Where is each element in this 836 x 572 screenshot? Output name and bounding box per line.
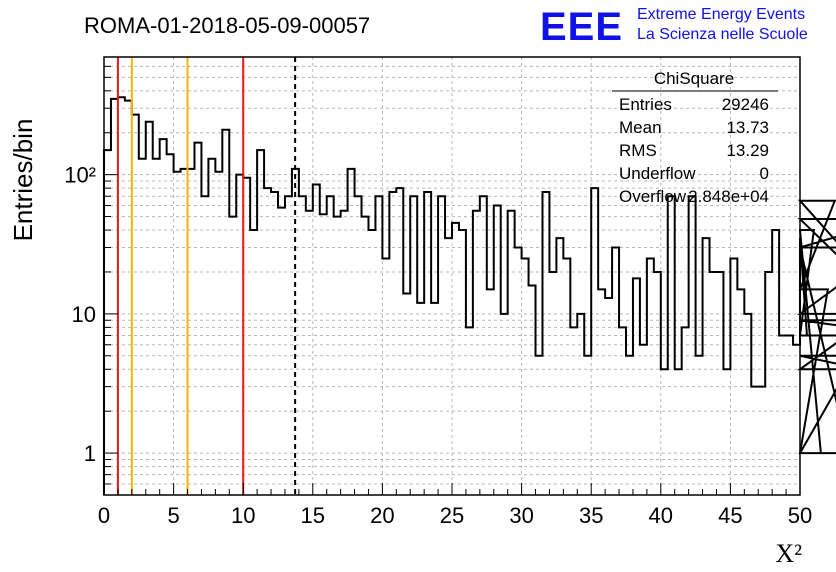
chart-title: ROMA-01-2018-05-09-00057	[84, 13, 370, 38]
logo-line1: Extreme Energy Events	[637, 6, 805, 23]
x-tick-label: 35	[579, 503, 603, 528]
stats-value-overflow: 2.848e+04	[688, 187, 769, 206]
x-tick-label: 5	[167, 503, 179, 528]
logo-line2: La Scienza nelle Scuole	[637, 26, 808, 43]
x-tick-label: 30	[509, 503, 533, 528]
stats-box: ChiSquare Entries 29246 Mean 13.73 RMS 1…	[612, 69, 778, 206]
y-tick-label: 10	[72, 302, 96, 327]
y-tick-label: 10²	[64, 163, 96, 188]
stats-value-entries: 29246	[722, 95, 769, 114]
marker-lines-layer	[116, 57, 297, 495]
x-tick-label: 10	[231, 503, 255, 528]
x-tick-label: 0	[98, 503, 110, 528]
stats-value-underflow: 0	[760, 164, 769, 183]
stats-value-mean: 13.73	[726, 118, 769, 137]
stats-title: ChiSquare	[654, 69, 734, 88]
stats-value-rms: 13.29	[726, 141, 769, 160]
logo-mark: EEE	[540, 5, 623, 49]
histogram-layer	[103, 96, 836, 495]
x-tick-label: 50	[788, 503, 812, 528]
stats-label-overflow: Overflow	[619, 187, 687, 206]
x-tick-label: 25	[440, 503, 464, 528]
x-tick-label: 40	[649, 503, 673, 528]
stats-label-entries: Entries	[619, 95, 672, 114]
stats-label-rms: RMS	[619, 141, 657, 160]
x-axis-label: X²	[775, 539, 802, 568]
x-tick-label: 45	[718, 503, 742, 528]
stats-label-mean: Mean	[619, 118, 662, 137]
histogram-outline	[103, 96, 836, 495]
x-tick-label: 15	[301, 503, 325, 528]
axis-layer: 0 5 10 15 20 25 30 35 40 45 50 1 10 10²	[64, 56, 812, 528]
y-axis-label: Entries/bin	[8, 119, 38, 242]
stats-label-underflow: Underflow	[619, 164, 696, 183]
eee-logo: EEE Extreme Energy Events La Scienza nel…	[540, 5, 808, 49]
y-tick-label: 1	[84, 441, 96, 466]
x-tick-label: 20	[370, 503, 394, 528]
